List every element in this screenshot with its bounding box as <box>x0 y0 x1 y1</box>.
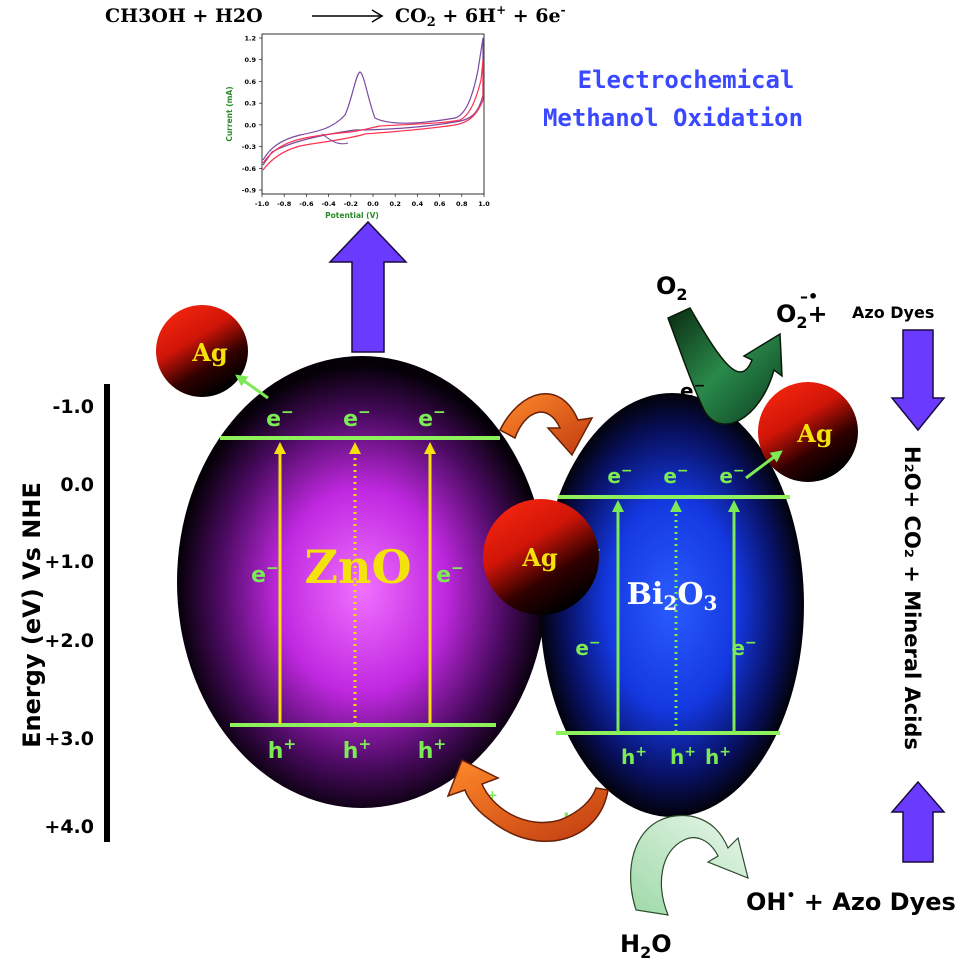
hydroxyl-radical-label: OH• + Azo Dyes <box>746 888 956 916</box>
zno-cb-electron: e− <box>418 403 446 432</box>
energy-axis-label: Energy (eV) Vs NHE <box>18 482 46 748</box>
cv-x-tick-label: 0.8 <box>456 200 468 208</box>
bi2o3-vb-hole: h+ <box>621 744 647 769</box>
zno-cb-electron: e− <box>266 403 294 432</box>
bi2o3-cb-electron: e− <box>607 463 632 488</box>
ag-label-right: Ag <box>796 419 833 448</box>
cv-y-tick-label: -0.9 <box>242 187 257 195</box>
cv-curve-shoulder <box>321 133 349 145</box>
cv-xlabel: Potential (V) <box>325 211 379 220</box>
cv-x-tick-label: -0.2 <box>344 200 358 208</box>
cv-x-tick-label: -0.8 <box>277 200 292 208</box>
cv-x-tick-label: 0.0 <box>367 200 379 208</box>
energy-tick-label: +4.0 <box>44 816 94 838</box>
electrochem-title-line2: Methanol Oxidation <box>543 104 803 132</box>
azo-dyes-top-label: Azo Dyes <box>852 303 934 322</box>
energy-tick-label: +3.0 <box>44 728 94 750</box>
cv-y-tick-label: 1.2 <box>244 35 256 43</box>
ag-right-electron-arrow <box>745 450 783 480</box>
ag-particle-left: Ag <box>156 305 269 400</box>
ag-sphere-left <box>156 305 248 397</box>
cv-x-tick-label: -0.6 <box>299 200 314 208</box>
water-oxidation-arrow <box>630 814 749 916</box>
bi2o3-side-electron: e− <box>731 635 756 660</box>
ag-particle-middle: Ag <box>483 499 599 615</box>
equation-reactants: CH3OH + H2O <box>105 5 263 27</box>
superoxide-charge: –• <box>800 287 818 306</box>
zno-vb-hole: h+ <box>418 735 447 764</box>
o2-electron-label: e− <box>680 378 705 403</box>
h2o-label: H2O <box>620 930 672 962</box>
ag-sphere-right <box>758 382 858 482</box>
bi2o3-cb-electron: e− <box>663 463 688 488</box>
ag-particle-right: Ag <box>745 382 858 482</box>
cv-tick-labels: -1.0 -0.8 -0.6 -0.4 -0.2 0.0 0.2 0.4 0.6 0.8 1.0 1.… <box>242 35 490 209</box>
electrochem-up-arrow <box>328 220 408 353</box>
o2-label: O2 <box>656 272 688 304</box>
cv-y-tick-label: -0.3 <box>242 143 256 151</box>
cv-y-tick-label: 0.6 <box>244 78 256 86</box>
zno-vb-hole: h+ <box>343 735 372 764</box>
degradation-down-arrow <box>890 329 946 432</box>
superoxide-label: O2+ <box>776 300 828 332</box>
ag-label-left: Ag <box>191 338 228 367</box>
cv-y-tick-label: 0.3 <box>244 100 256 108</box>
cv-x-tick-label: -1.0 <box>255 200 270 208</box>
energy-tick-label: +2.0 <box>44 630 94 652</box>
cv-x-tick-label: 0.6 <box>434 200 446 208</box>
zno-cb-electron: e− <box>343 403 371 432</box>
electron-transfer-arrow <box>499 392 594 457</box>
cv-x-tick-label: -0.4 <box>321 200 336 208</box>
cv-y-tick-label: 0.0 <box>244 121 256 129</box>
bi2o3-cb-electron: e− <box>719 463 744 488</box>
bi2o3-vb-hole: h+ <box>670 744 696 769</box>
bi2o3-label: Bi2O3 <box>627 577 718 615</box>
zno-side-electron: e− <box>436 559 464 588</box>
oxygen-reduction-arrow <box>667 307 783 425</box>
equation-products: CO2 + 6H+ + 6e- <box>395 3 566 30</box>
cv-y-tick-label: -0.6 <box>242 165 257 173</box>
electrochem-title-line1: Electrochemical <box>578 66 795 94</box>
zno-side-electron: e− <box>251 559 279 588</box>
cv-plot: -1.0 -0.8 -0.6 -0.4 -0.2 0.0 0.2 0.4 0.6 0.8 1.0 1.… <box>225 33 490 220</box>
energy-tick-label: 0.0 <box>60 474 94 496</box>
energy-axis-ticks: -1.0 0.0 +1.0 +2.0 +3.0 +4.0 <box>44 396 94 838</box>
cv-y-tick-label: 0.9 <box>244 56 256 64</box>
cv-x-tick-label: 1.0 <box>478 200 490 208</box>
bi2o3-side-electron: e− <box>575 635 600 660</box>
cv-curve-methanol <box>262 37 484 166</box>
cv-ylabel: Current (mA) <box>225 86 234 141</box>
zno-particle <box>177 356 547 808</box>
ag-left-electron-arrow <box>235 374 269 400</box>
ag-sphere-middle <box>483 499 599 615</box>
energy-tick-label: -1.0 <box>52 396 94 418</box>
ag-label-middle: Ag <box>521 543 558 572</box>
cv-x-tick-label: 0.2 <box>389 200 401 208</box>
bi2o3-vb-hole: h+ <box>705 744 731 769</box>
cv-curve-blank <box>262 59 484 171</box>
degradation-up-arrow <box>890 780 946 863</box>
cv-x-tick-label: 0.4 <box>412 200 424 208</box>
zno-label: ZnO <box>304 540 411 594</box>
degradation-products-label: H₂O+ CO₂ + Mineral Acids <box>900 446 924 750</box>
zno-vb-hole: h+ <box>268 735 297 764</box>
hole-transfer-arrow <box>446 758 609 843</box>
energy-tick-label: +1.0 <box>44 551 94 573</box>
equation-arrow-head <box>371 9 384 23</box>
